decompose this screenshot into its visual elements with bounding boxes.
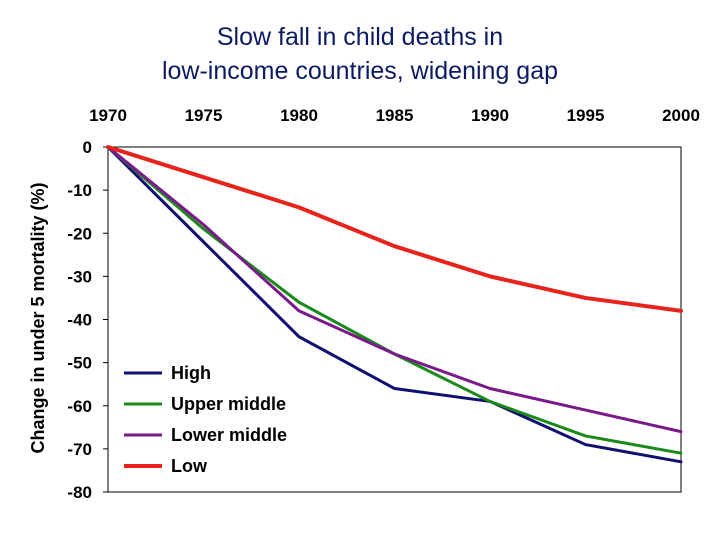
legend-label-lower-middle: Lower middle	[171, 425, 287, 445]
series-line-high	[106, 145, 683, 464]
x-tick-label: 2000	[662, 106, 700, 125]
legend-label-upper-middle: Upper middle	[171, 394, 286, 414]
x-tick-label: 1985	[376, 106, 414, 125]
series-line-lower-middle	[106, 145, 683, 434]
y-tick-label: -20	[67, 224, 92, 243]
y-tick-label: -50	[67, 354, 92, 373]
y-axis-label: Change in under 5 mortality (%)	[28, 182, 48, 453]
y-tick-label: 0	[83, 138, 92, 157]
chart-title-line-1: Slow fall in child deaths in	[216, 23, 504, 51]
x-tick-label: 1970	[89, 106, 127, 125]
x-tick-label: 1990	[471, 106, 509, 125]
x-tick-label: 1975	[185, 106, 223, 125]
x-tick-label: 1980	[280, 106, 318, 125]
chart-title-line-2: low-income countries, widening gap	[161, 57, 559, 85]
series-line-low	[106, 145, 683, 313]
y-tick-label: -80	[67, 483, 92, 502]
y-tick-label: -10	[67, 181, 92, 200]
legend-label-low: Low	[171, 456, 208, 476]
y-tick-label: -40	[67, 311, 92, 330]
legend-label-high: High	[171, 363, 211, 383]
y-tick-label: -30	[67, 267, 92, 286]
chart-title: Slow fall in child deaths in low-income …	[0, 20, 720, 88]
y-tick-label: -70	[67, 440, 92, 459]
y-tick-label: -60	[67, 397, 92, 416]
x-tick-label: 1995	[567, 106, 605, 125]
